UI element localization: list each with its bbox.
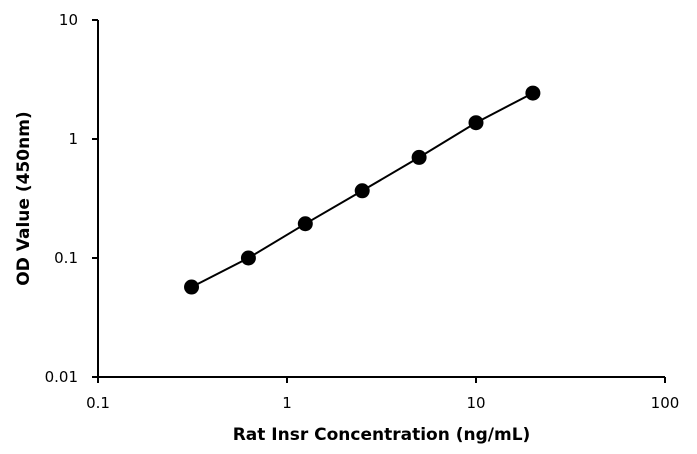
data-point [411,149,427,165]
data-point [468,115,484,131]
x-tick-label: 0.1 [86,394,110,412]
y-tick-label: 10 [59,11,78,29]
y-tick-label: 0.1 [54,249,78,267]
x-axis-title: Rat Insr Concentration (ng/mL) [233,425,531,445]
x-tick-label: 100 [651,394,680,412]
series-layer [184,85,541,295]
data-point [184,279,200,295]
y-axis-ticks: 0.01 0.1 1 10 [45,11,98,386]
x-tick-label: 10 [466,394,485,412]
y-tick-label: 1 [68,130,78,148]
x-tick-label: 1 [282,394,292,412]
x-axis-ticks: 0.1 1 10 100 [86,377,679,412]
y-axis-title: OD Value (450nm) [14,111,34,285]
data-point [297,216,313,232]
data-point [354,183,370,199]
data-point [525,85,541,101]
y-tick-label: 0.01 [45,368,78,386]
data-point [240,250,256,266]
